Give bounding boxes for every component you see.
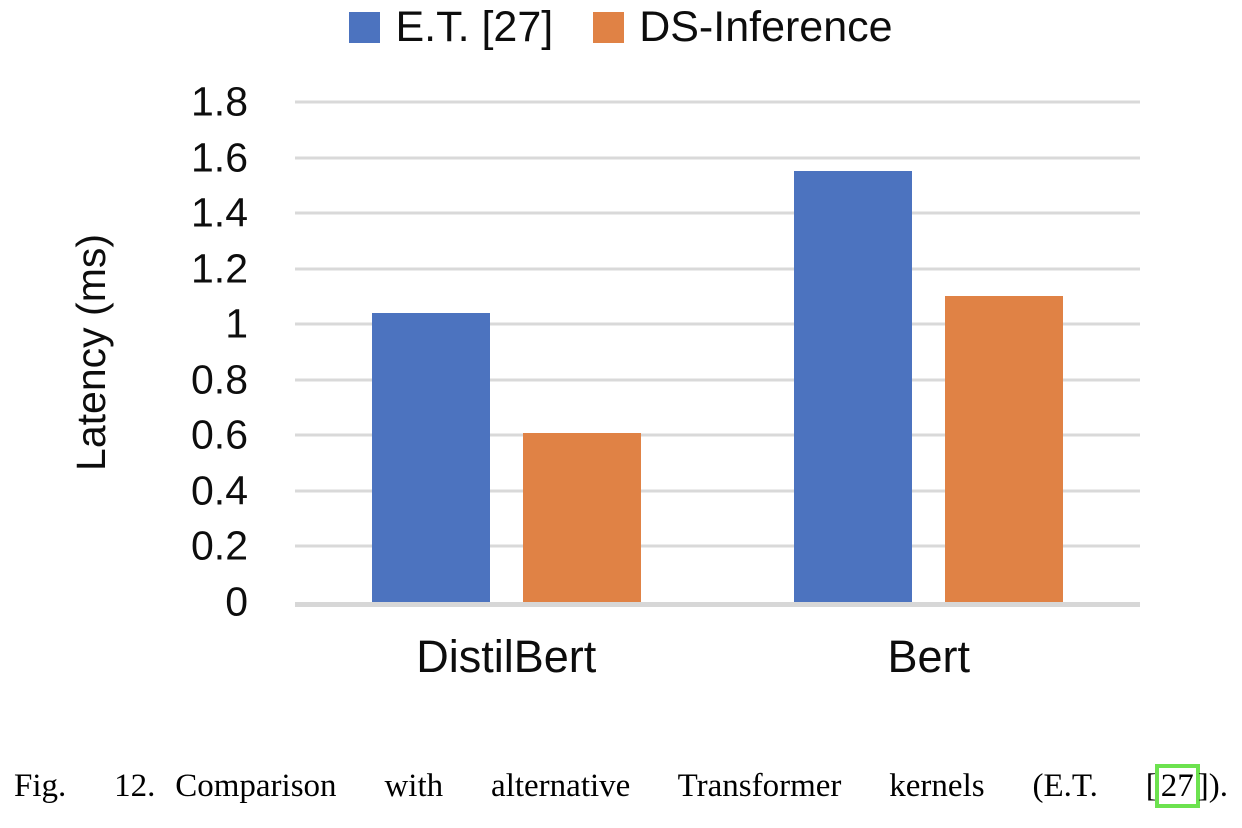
x-category-label: Bert xyxy=(887,631,971,682)
y-tick-label: 1.6 xyxy=(191,134,248,181)
bar-groups xyxy=(295,102,1140,602)
y-tick-label: 0.2 xyxy=(191,522,248,569)
caption-text-before: Comparison with alternative Transformer … xyxy=(175,768,1157,804)
figure-caption: Fig. 12. Comparison with alternative Tran… xyxy=(14,762,1228,812)
y-tick-label: 1.4 xyxy=(191,189,248,236)
y-tick-label: 1.2 xyxy=(191,245,248,292)
caption-text-after: ]). xyxy=(1197,768,1228,804)
y-tick-label: 1 xyxy=(225,300,248,347)
legend-label: DS-Inference xyxy=(639,3,893,51)
bar xyxy=(945,296,1064,602)
gridline xyxy=(295,433,1140,437)
y-axis-title: Latency (ms) xyxy=(67,233,114,471)
gridline xyxy=(295,100,1140,104)
y-tick-label: 0.6 xyxy=(191,411,248,458)
citation-link[interactable]: 27 xyxy=(1154,764,1200,808)
y-tick-label: 0.4 xyxy=(191,467,248,514)
legend-label: E.T. [27] xyxy=(395,3,554,51)
chart-legend: E.T. [27] DS-Inference xyxy=(0,6,1242,49)
plot-area xyxy=(295,100,1140,607)
legend-item: DS-Inference xyxy=(593,3,893,51)
y-axis-ticks: 1.8 1.6 1.4 1.2 1 0.8 0.6 0.4 0.2 0 xyxy=(118,81,248,622)
bar-group xyxy=(718,102,1141,602)
gridline xyxy=(295,322,1140,326)
bar xyxy=(522,432,641,602)
gridline xyxy=(295,211,1140,215)
gridline xyxy=(295,544,1140,548)
y-tick-label: 0 xyxy=(225,578,248,625)
x-category-label: DistilBert xyxy=(416,631,597,682)
y-tick-label: 0.8 xyxy=(191,356,248,403)
gridline xyxy=(295,267,1140,271)
bar xyxy=(371,313,490,602)
x-axis-category-labels: DistilBert Bert xyxy=(295,630,1140,684)
x-axis-line xyxy=(295,602,1140,607)
y-tick-label: 1.8 xyxy=(191,78,248,125)
legend-item: E.T. [27] xyxy=(349,6,553,49)
gridline xyxy=(295,156,1140,160)
y-axis-title-wrap: Latency (ms) xyxy=(62,102,120,602)
bar xyxy=(794,171,913,602)
figure-number: Fig. 12. xyxy=(14,768,156,804)
legend-swatch xyxy=(593,12,625,43)
legend-swatch xyxy=(349,12,381,43)
gridline xyxy=(295,378,1140,382)
gridline xyxy=(295,489,1140,493)
bar-group xyxy=(295,102,718,602)
